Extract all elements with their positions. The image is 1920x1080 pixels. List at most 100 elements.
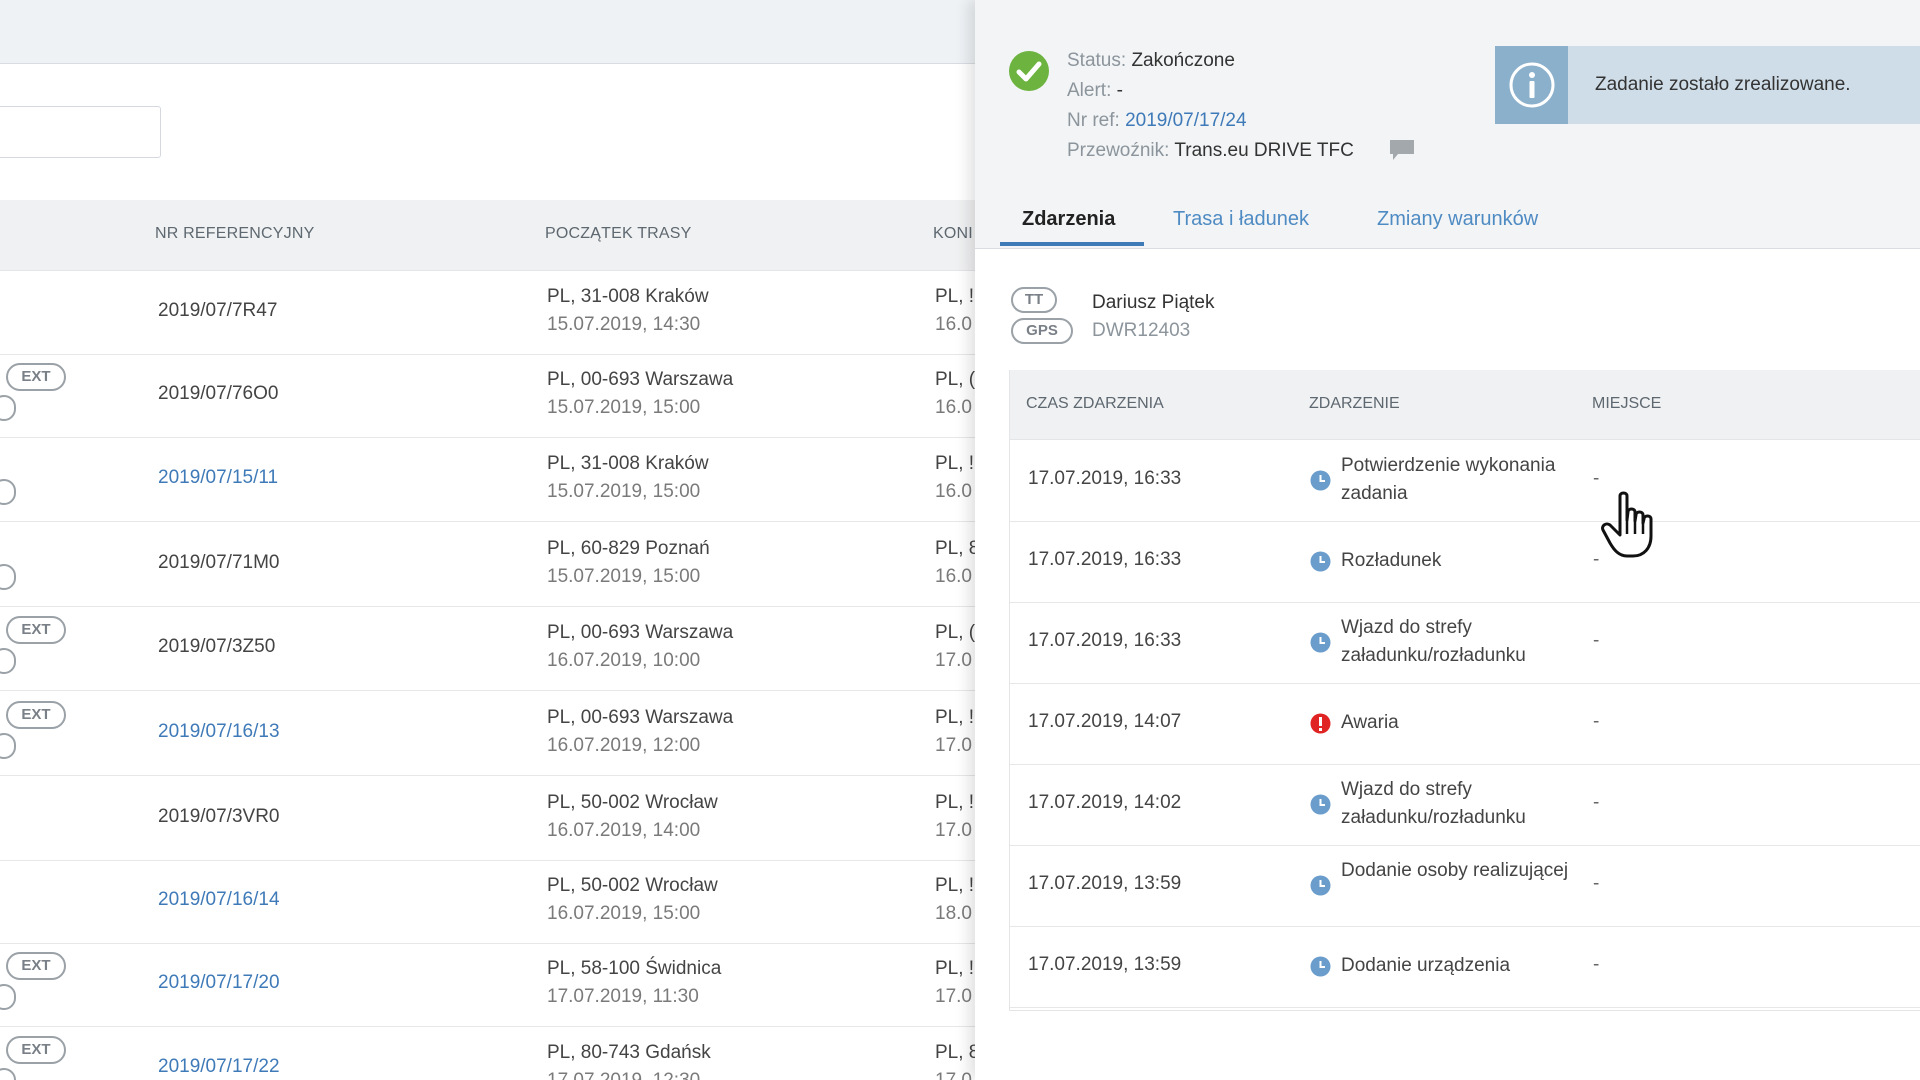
event-row[interactable]: 17.07.2019, 13:59 Dodanie urządzenia - xyxy=(1010,926,1920,1008)
filter-input[interactable] xyxy=(0,106,161,158)
ref-label: Nr ref: xyxy=(1067,110,1120,131)
row-ref[interactable]: 2019/07/16/13 xyxy=(158,721,280,742)
ext-badge: EXT xyxy=(6,616,66,644)
row-tag-edge xyxy=(0,1068,16,1080)
table-row[interactable]: EXT 2019/07/16/13 PL, 00-693 Warszawa 16.07… xyxy=(0,691,975,776)
header-event: ZDARZENIE xyxy=(1309,395,1400,412)
row-start-place: PL, 50-002 Wrocław xyxy=(547,792,718,813)
info-banner: Zadanie zostało zrealizowane. xyxy=(1495,46,1920,124)
row-start-place: PL, 00-693 Warszawa xyxy=(547,369,734,390)
row-ref[interactable]: 2019/07/17/20 xyxy=(158,972,280,993)
table-row[interactable]: 2019/07/3VR0 PL, 50-002 Wrocław 16.07.2019… xyxy=(0,776,975,861)
row-ref[interactable]: 2019/07/16/14 xyxy=(158,889,280,910)
event-place: - xyxy=(1593,792,1600,813)
event-name: Dodanie osoby realizującej xyxy=(1341,860,1569,881)
event-time: 17.07.2019, 13:59 xyxy=(1028,954,1182,975)
row-end-place: PL, ! xyxy=(935,707,975,728)
header-end: KONI xyxy=(933,225,973,242)
info-icon xyxy=(1495,46,1568,124)
event-time: 17.07.2019, 13:59 xyxy=(1028,873,1182,894)
table-row[interactable]: 2019/07/7R47 PL, 31-008 Kraków 15.07.2019,… xyxy=(0,270,975,355)
event-name: Wjazd do strefy załadunku/rozładunku xyxy=(1341,779,1526,828)
clock-icon xyxy=(1310,956,1331,977)
row-end-time: 18.0 xyxy=(935,903,972,924)
event-place: - xyxy=(1593,468,1600,489)
detail-header: Status: Zakończone Alert: - Nr ref: 2019… xyxy=(975,0,1920,249)
header-start: POCZĄTEK TRASY xyxy=(545,225,692,242)
row-tag-edge xyxy=(0,479,16,505)
row-ref[interactable]: 2019/07/15/11 xyxy=(158,467,279,488)
row-end-time: 17.0 xyxy=(935,650,972,671)
row-end-place: PL, ! xyxy=(935,958,975,979)
event-row[interactable]: 17.07.2019, 16:33 Potwierdzenie wykonania… xyxy=(1010,440,1920,522)
row-end-time: 16.0 xyxy=(935,481,972,502)
table-row[interactable]: EXT 2019/07/17/22 PL, 80-743 Gdańsk 17.07.2… xyxy=(0,1026,975,1080)
row-start-place: PL, 00-693 Warszawa xyxy=(547,622,734,643)
row-end-place: PL, ( xyxy=(935,622,975,643)
event-place: - xyxy=(1593,549,1600,570)
row-ref: 2019/07/7R47 xyxy=(158,300,278,321)
row-tag-edge xyxy=(0,564,16,590)
event-row[interactable]: 17.07.2019, 14:07 Awaria - xyxy=(1010,683,1920,765)
row-start-place: PL, 58-100 Świdnica xyxy=(547,958,722,979)
row-end-place: PL, ! xyxy=(935,453,975,474)
detail-tabs: Zdarzenia Trasa i ładunek Zmiany warunkó… xyxy=(975,196,1920,249)
table-row[interactable]: EXT 2019/07/76O0 PL, 00-693 Warszawa 15.07.… xyxy=(0,353,975,438)
event-row[interactable]: 17.07.2019, 13:59 Dodanie osoby realizują… xyxy=(1010,845,1920,927)
row-end-place: PL, ( xyxy=(935,369,975,390)
row-start-place: PL, 60-829 Poznań xyxy=(547,538,710,559)
row-end-time: 16.0 xyxy=(935,397,972,418)
row-ref[interactable]: 2019/07/17/22 xyxy=(158,1056,280,1077)
row-end-time: 17.0 xyxy=(935,735,972,756)
alert-label: Alert: xyxy=(1067,80,1112,101)
clock-icon xyxy=(1310,875,1331,896)
chat-icon[interactable] xyxy=(1389,139,1415,161)
row-start-time: 16.07.2019, 12:00 xyxy=(547,735,701,756)
top-bar xyxy=(0,0,975,64)
ref-line: Nr ref: 2019/07/17/24 xyxy=(1067,110,1247,132)
event-row[interactable]: 17.07.2019, 16:33 Wjazd do strefy załadun… xyxy=(1010,602,1920,684)
ext-badge: EXT xyxy=(6,363,66,391)
event-row[interactable]: 17.07.2019, 14:02 Wjazd do strefy załadun… xyxy=(1010,764,1920,846)
event-time: 17.07.2019, 16:33 xyxy=(1028,630,1182,651)
row-start-time: 16.07.2019, 10:00 xyxy=(547,650,701,671)
table-row[interactable]: EXT 2019/07/17/20 PL, 58-100 Świdnica 17.07… xyxy=(0,942,975,1027)
row-start-time: 15.07.2019, 15:00 xyxy=(547,566,701,587)
tab-events[interactable]: Zdarzenia xyxy=(1022,208,1116,230)
row-tag-edge xyxy=(0,395,16,421)
alert-value: - xyxy=(1116,80,1123,101)
order-detail-panel: Status: Zakończone Alert: - Nr ref: 2019… xyxy=(975,0,1920,1080)
row-end-time: 16.0 xyxy=(935,566,972,587)
row-start-time: 15.07.2019, 15:00 xyxy=(547,481,701,502)
row-start-time: 15.07.2019, 14:30 xyxy=(547,314,701,335)
table-row[interactable]: 2019/07/15/11 PL, 31-008 Kraków 15.07.2019… xyxy=(0,437,975,522)
table-row[interactable]: 2019/07/71M0 PL, 60-829 Poznań 15.07.2019,… xyxy=(0,522,975,607)
row-start-place: PL, 31-008 Kraków xyxy=(547,286,709,307)
event-place: - xyxy=(1593,873,1600,894)
row-end-place: PL, ! xyxy=(935,286,975,307)
events-table: CZAS ZDARZENIA ZDARZENIE MIEJSCE 17.07.2… xyxy=(1009,370,1920,1011)
tag-tt: TT xyxy=(1011,287,1057,313)
row-ref: 2019/07/76O0 xyxy=(158,383,279,404)
events-table-header: CZAS ZDARZENIA ZDARZENIE MIEJSCE xyxy=(1010,370,1920,440)
row-end-time: 17.0 xyxy=(935,1070,972,1080)
row-start-time: 16.07.2019, 15:00 xyxy=(547,903,701,924)
row-ref: 2019/07/3Z50 xyxy=(158,636,276,657)
table-row[interactable]: 2019/07/16/14 PL, 50-002 Wrocław 16.07.201… xyxy=(0,859,975,944)
hand-cursor-icon xyxy=(1601,491,1653,558)
tab-condition-changes[interactable]: Zmiany warunków xyxy=(1377,208,1539,230)
event-place: - xyxy=(1593,630,1600,651)
row-end-place: PL, 8 xyxy=(935,538,975,559)
table-row[interactable]: EXT 2019/07/3Z50 PL, 00-693 Warszawa 16.07.… xyxy=(0,606,975,691)
tab-route-cargo[interactable]: Trasa i ładunek xyxy=(1173,208,1309,230)
alert-line: Alert: - xyxy=(1067,80,1123,102)
ref-link[interactable]: 2019/07/17/24 xyxy=(1125,110,1247,131)
header-place: MIEJSCE xyxy=(1592,395,1662,412)
clock-icon xyxy=(1310,794,1331,815)
ext-badge: EXT xyxy=(6,701,66,729)
event-row[interactable]: 17.07.2019, 16:33 Rozładunek - xyxy=(1010,521,1920,603)
event-name: Awaria xyxy=(1341,712,1399,733)
row-start-place: PL, 50-002 Wrocław xyxy=(547,875,718,896)
device-id: DWR12403 xyxy=(1092,320,1191,341)
row-end-place: PL, 8 xyxy=(935,1042,975,1063)
